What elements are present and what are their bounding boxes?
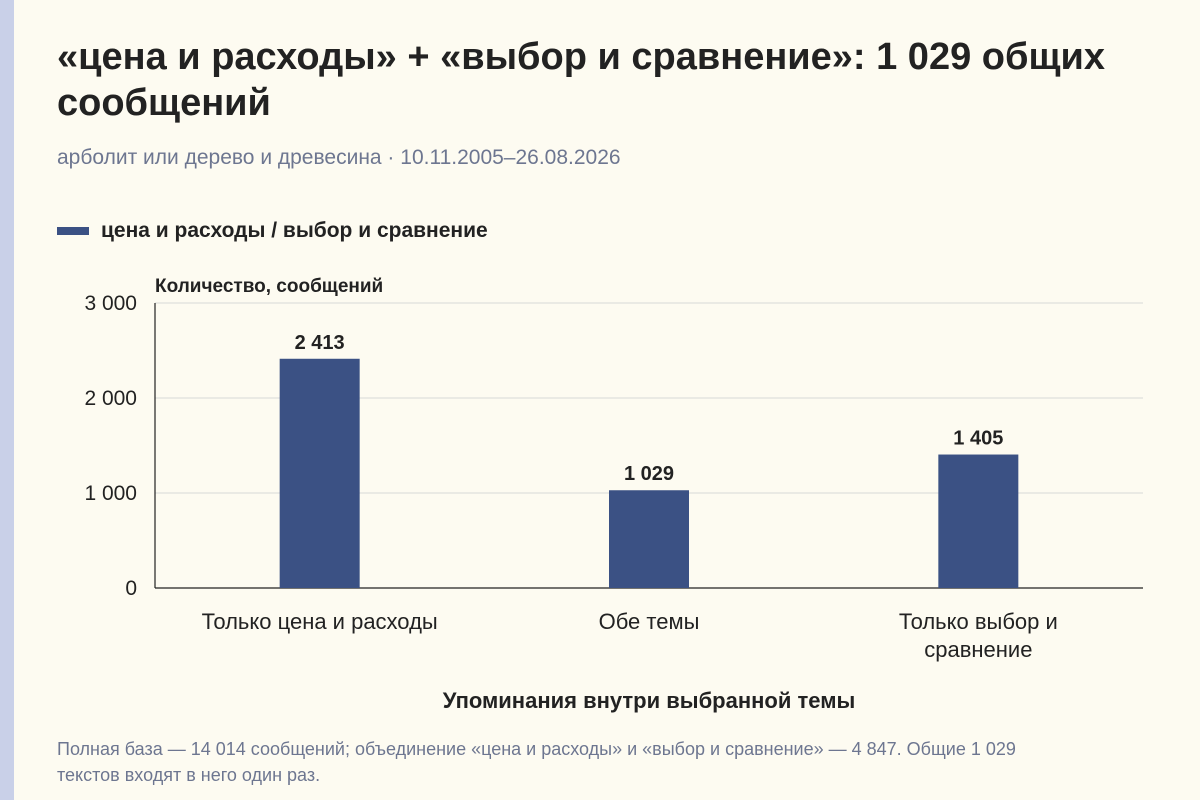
x-tick-label: Обе темы: [599, 609, 700, 634]
legend-swatch: [57, 227, 89, 235]
x-tick-label: сравнение: [924, 637, 1032, 662]
x-tick-label: Только цена и расходы: [202, 609, 438, 634]
x-tick-label: Только выбор и: [899, 609, 1058, 634]
bar-value-label: 1 029: [624, 463, 674, 485]
footnote: Полная база — 14 014 сообщений; объедине…: [57, 739, 1016, 785]
bar: [609, 490, 689, 588]
bar-value-label: 1 405: [953, 428, 1003, 450]
x-axis-label: Упоминания внутри выбранной темы: [443, 688, 856, 713]
y-tick-label: 2 000: [84, 387, 137, 410]
chart-title: «цена и расходы» + «выбор и сравнение»: …: [57, 36, 1106, 124]
legend: цена и расходы / выбор и сравнение: [57, 219, 488, 243]
legend-label: цена и расходы / выбор и сравнение: [101, 219, 488, 242]
bar-value-label: 2 413: [295, 332, 345, 354]
chart-subtitle: арболит или дерево и древесина · 10.11.2…: [57, 146, 621, 169]
y-tick-label: 3 000: [84, 292, 137, 315]
bar: [279, 358, 360, 588]
y-tick-label: 1 000: [84, 482, 137, 505]
y-tick-label: 0: [125, 577, 137, 600]
bar: [938, 454, 1019, 588]
left-accent-stripe: [0, 0, 14, 800]
y-axis-label: Количество, сообщений: [155, 276, 383, 297]
